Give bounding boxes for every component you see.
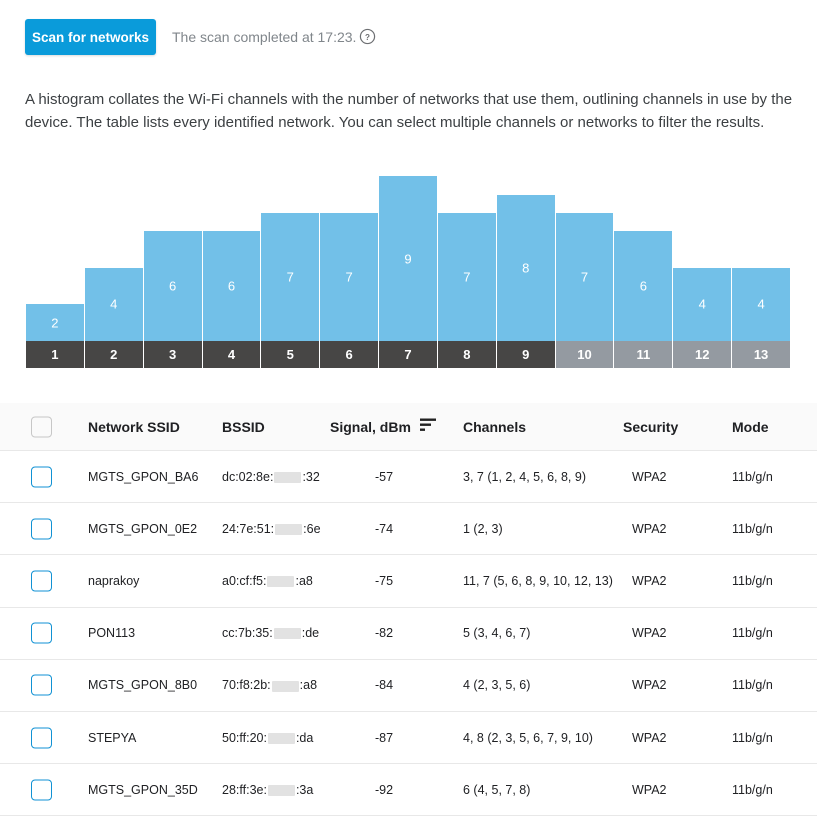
- svg-text:?: ?: [365, 33, 370, 42]
